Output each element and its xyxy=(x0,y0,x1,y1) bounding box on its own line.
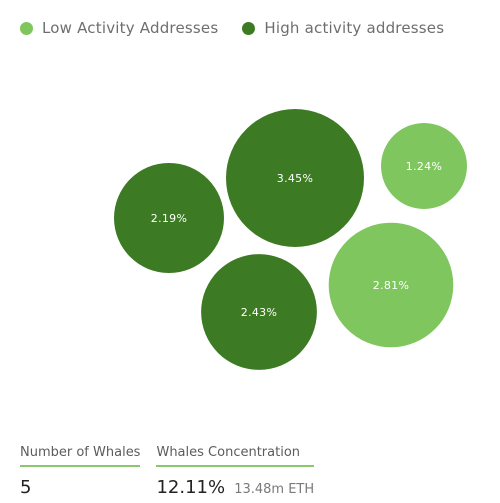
bubble-value-label: 3.45% xyxy=(277,172,313,185)
whales-count-label: Number of Whales xyxy=(20,445,141,467)
bubble-circle[interactable] xyxy=(226,109,364,247)
bubble-circle[interactable] xyxy=(328,222,454,348)
bubble-value-label: 2.43% xyxy=(241,306,277,319)
bubble-value-label: 2.19% xyxy=(151,212,187,225)
stats-row: Number of Whales 5 Whales Concentration … xyxy=(20,445,330,498)
whales-count-stat: Number of Whales 5 xyxy=(20,445,141,498)
legend-item-low-activity[interactable]: Low Activity Addresses xyxy=(20,19,218,37)
bubble-1[interactable]: 2.19% xyxy=(114,163,224,273)
bubble-value-label: 2.81% xyxy=(373,279,409,292)
bubble-2[interactable]: 3.45% xyxy=(226,109,364,247)
legend-dot-low-activity xyxy=(20,21,33,35)
bubble-value-label: 1.24% xyxy=(406,160,442,173)
legend-label-low-activity: Low Activity Addresses xyxy=(42,19,219,37)
bubble-4[interactable]: 1.24% xyxy=(381,123,467,209)
legend-item-high-activity[interactable]: High activity addresses xyxy=(242,19,444,37)
whales-concentration-value: 12.11% xyxy=(156,477,226,498)
chart-legend: Low Activity Addresses High activity add… xyxy=(20,19,468,37)
bubble-circle[interactable] xyxy=(381,123,467,209)
whales-count-value: 5 xyxy=(20,477,32,498)
whales-concentration-eth: 13.48m ETH xyxy=(234,482,315,497)
bubble-3[interactable]: 2.43% xyxy=(201,254,317,370)
bubble-5[interactable]: 2.81% xyxy=(328,222,454,348)
whales-concentration-label: Whales Concentration xyxy=(156,445,315,467)
bubble-circle[interactable] xyxy=(201,254,317,370)
bubble-circle[interactable] xyxy=(114,163,224,273)
legend-label-high-activity: High activity addresses xyxy=(264,19,445,37)
whales-concentration-stat: Whales Concentration 12.11% 13.48m ETH xyxy=(156,445,315,498)
bubble-chart: 2.19% 3.45% 2.43% 1.24% 2.81% xyxy=(114,109,467,370)
legend-dot-high-activity xyxy=(242,21,256,35)
